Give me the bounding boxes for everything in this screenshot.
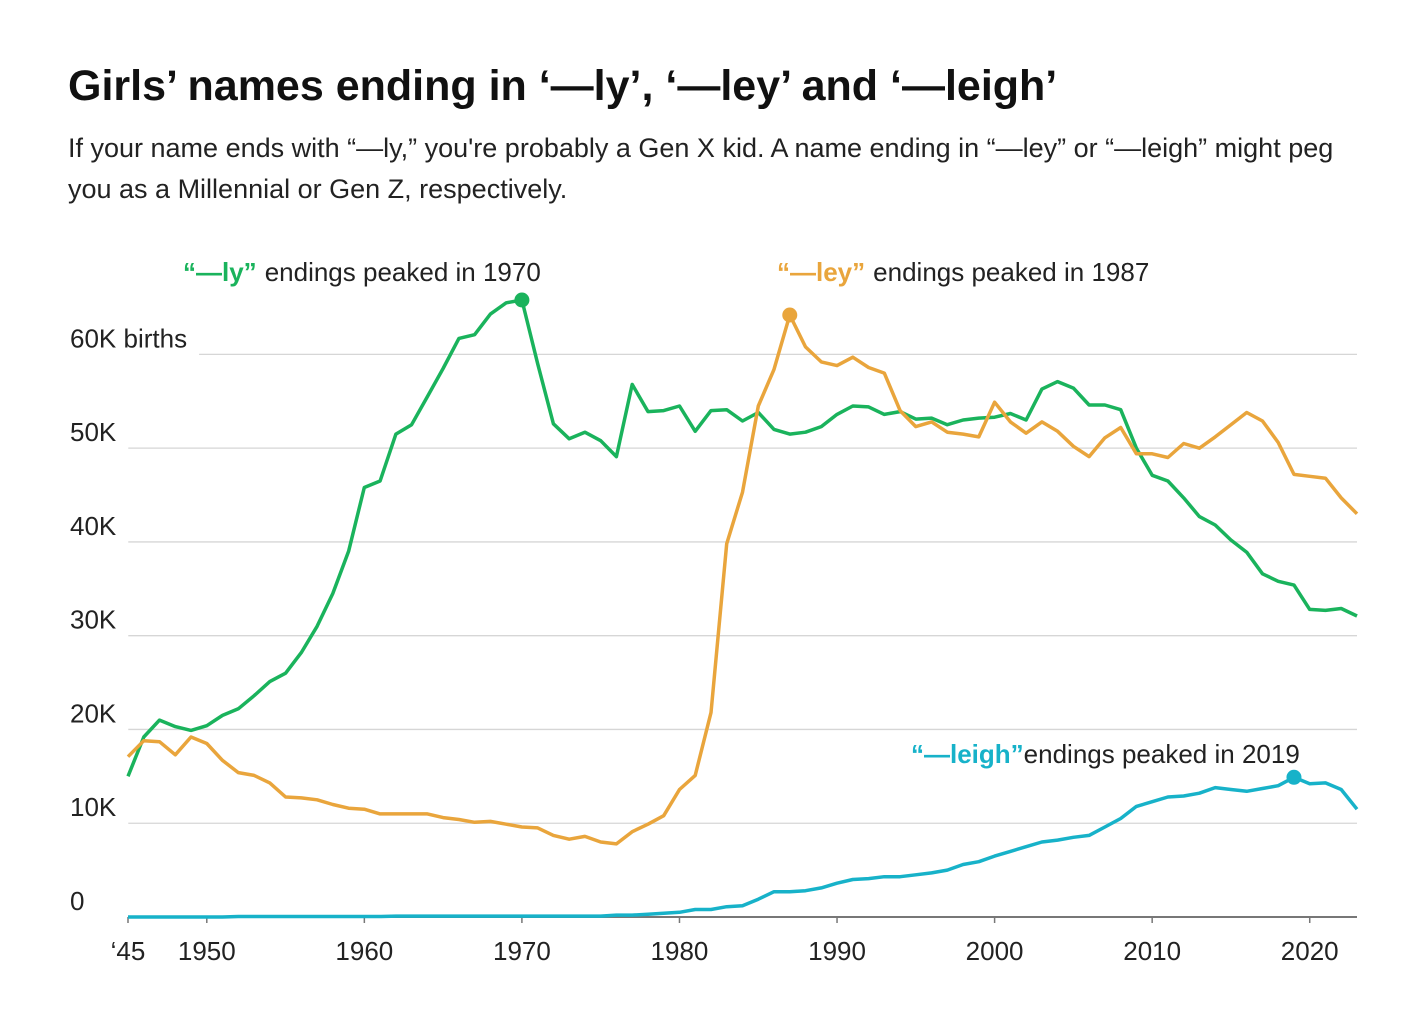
y-tick-label: 30K (70, 605, 117, 635)
annotation-text: endings peaked in 2019 (1024, 739, 1300, 769)
annotation-text: endings peaked in 1970 (265, 257, 541, 287)
y-tick-label: 20K (70, 698, 117, 728)
series-line (126, 313, 1359, 846)
annotation: “—ley” endings peaked in 1987 (777, 257, 1149, 287)
annotation-highlight: “—leigh” (911, 739, 1024, 769)
peak-dot (782, 307, 798, 323)
series-line (128, 775, 1359, 919)
x-tick-label: 1950 (178, 936, 236, 966)
annotation-text: endings peaked in 1987 (873, 257, 1149, 287)
x-tick-label: ‘45 (111, 936, 146, 966)
x-tick-label: 1990 (808, 936, 866, 966)
peak-dot (1286, 769, 1302, 785)
x-tick-label: 2000 (966, 936, 1024, 966)
annotation-highlight: “—ly” (183, 257, 257, 287)
x-tick-label: 2020 (1281, 936, 1339, 966)
annotation: “—ly” endings peaked in 1970 (183, 257, 541, 287)
peak-dot (514, 292, 530, 308)
annotation-highlight: “—ley” (777, 257, 865, 287)
y-tick-label: 10K (70, 792, 117, 822)
series-line (126, 298, 1358, 777)
chart-title: Girls’ names ending in ‘—ly’, ‘—ley’ and… (68, 62, 1058, 110)
y-tick-label: 60K births (70, 323, 187, 353)
x-tick-label: 1960 (335, 936, 393, 966)
y-tick-label: 50K (70, 417, 117, 447)
y-tick-label: 40K (70, 511, 117, 541)
x-tick-label: 2010 (1123, 936, 1181, 966)
y-tick-label: 0 (70, 886, 84, 916)
annotation: “—leigh”endings peaked in 2019 (911, 739, 1300, 769)
x-tick-label: 1970 (493, 936, 551, 966)
chart-subtitle: If your name ends with “—ly,” you're pro… (68, 133, 1334, 204)
x-tick-label: 1980 (651, 936, 709, 966)
